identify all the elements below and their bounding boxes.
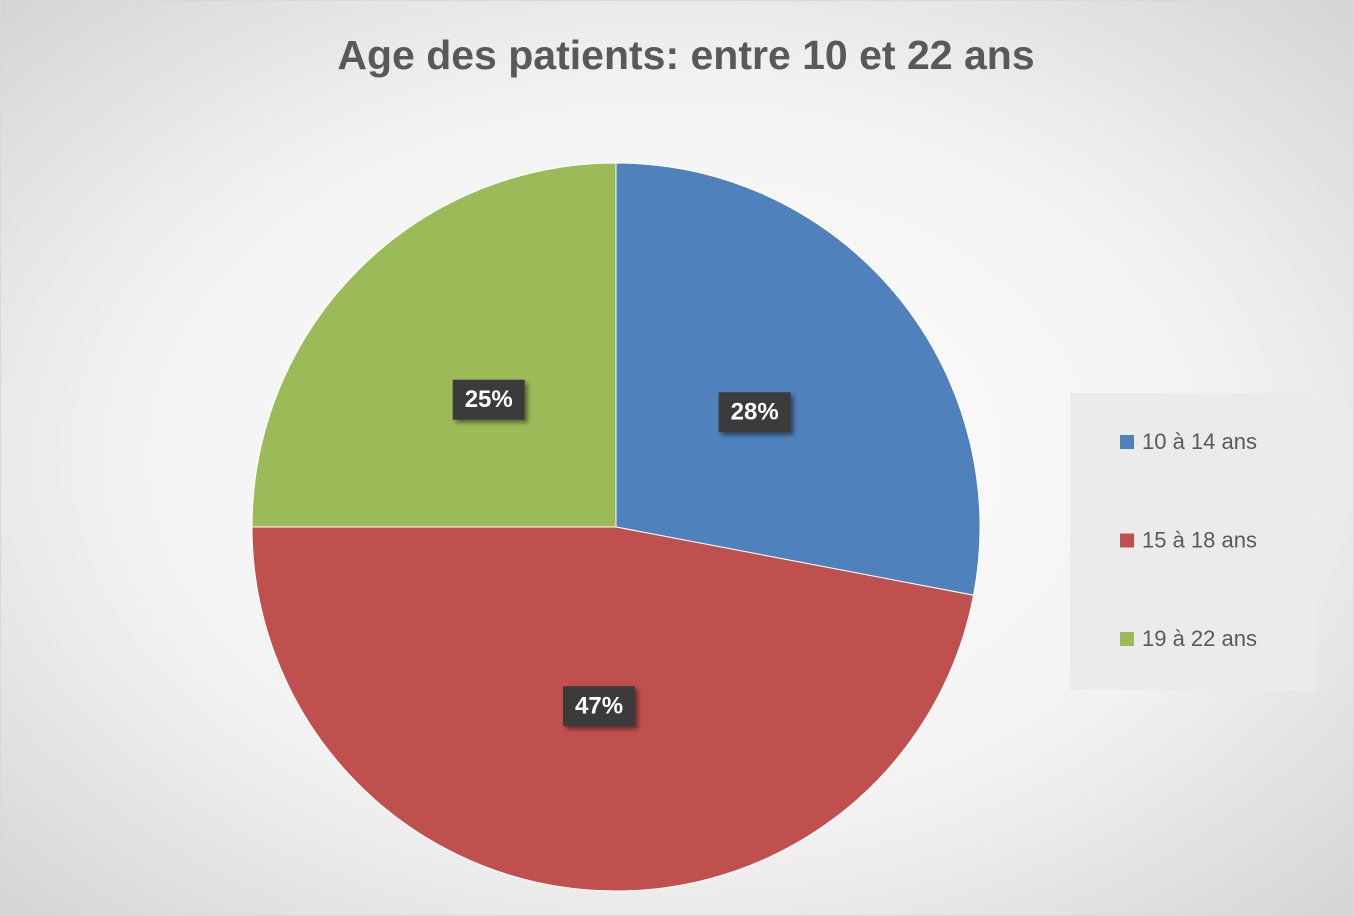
pie-slice	[251, 162, 617, 528]
data-label: 25%	[465, 386, 513, 413]
data-label-box	[452, 379, 525, 420]
legend-label: 19 à 22 ans	[1142, 626, 1257, 651]
legend-label: 10 à 14 ans	[1142, 429, 1257, 454]
data-label: 47%	[575, 693, 623, 720]
legend-swatch	[1120, 533, 1134, 548]
legend-box	[1070, 393, 1316, 690]
legend-swatch	[1120, 435, 1134, 449]
legend-swatch	[1120, 632, 1134, 646]
legend-label: 15 à 18 ans	[1142, 527, 1257, 552]
data-label-box	[718, 392, 791, 433]
data-label-box	[563, 686, 636, 727]
pie-slice	[615, 162, 981, 596]
data-label: 28%	[731, 399, 779, 426]
chart-title: Age des patients: entre 10 et 22 ans	[337, 32, 1034, 78]
